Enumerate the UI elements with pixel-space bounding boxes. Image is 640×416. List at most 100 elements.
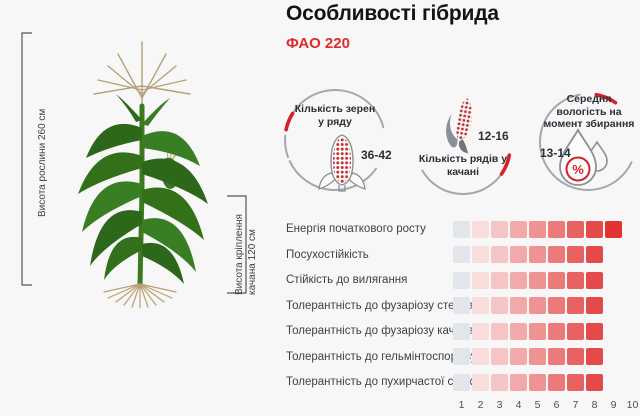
scale-number: 10 [626,399,639,411]
scale-number: 8 [591,399,598,411]
rating-square [491,373,508,391]
stat-caption-moisture: Середня вологість на момент збирання [543,93,635,130]
rating-square [529,348,546,365]
rating-square [548,322,565,340]
scale-number: 2 [477,399,484,411]
rating-square [491,322,508,340]
rating-square [510,246,527,263]
moisture-drop-icon: % [559,128,608,186]
svg-text:%: % [572,162,584,177]
rating-square [529,220,546,238]
page-title: Особливості гібрида [286,2,499,25]
rating-square [567,246,584,263]
rating-label: Толерантність до гельмінтоспоріозу [286,350,477,363]
rating-row: Толерантність до фузаріозу качана [286,322,640,340]
rating-square [453,373,470,391]
rating-label: Толерантність до пухирчастої сажки [286,376,479,388]
rating-square [586,220,603,238]
corn-ear-icon [446,98,472,154]
stat-circle-kernels [284,89,385,192]
rating-row: Посухостійкість [286,246,640,263]
rating-square [548,297,565,314]
rating-square [586,348,603,365]
rating-square [567,373,584,391]
rating-square [567,220,584,238]
rating-square [605,220,622,238]
rating-square [453,220,470,238]
rating-square [453,297,470,314]
stat-value-kernels: 36-42 [361,148,392,162]
roots-icon [103,283,177,308]
rating-square [510,348,527,365]
rating-square [472,297,489,314]
rating-square [472,246,489,263]
stat-value-moisture: 13-14 [540,146,571,160]
rating-square [510,271,527,289]
rating-square [510,322,527,340]
rating-square [567,348,584,365]
stat-caption-kernels: Кількість зерен у ряду [294,103,376,128]
rating-square [453,271,470,289]
rating-square [510,297,527,314]
rating-square [453,322,470,340]
rating-square [548,271,565,289]
rating-label: Толерантність до фузаріозу стебла [286,299,474,312]
rating-square [472,220,489,238]
rating-square [586,297,603,314]
rating-square [491,348,508,365]
rating-square [529,297,546,314]
rating-square [472,322,489,340]
rating-square [586,373,603,391]
rating-row: Стійкість до вилягання [286,271,640,289]
rating-square [567,322,584,340]
scale-number: 4 [515,399,522,411]
corn-leaves [78,94,208,284]
scale-number: 1 [458,399,465,411]
scale-number: 9 [610,399,617,411]
scale-number: 5 [534,399,541,411]
rating-row: Толерантність до гельмінтоспоріозу [286,348,640,365]
rating-square [548,246,565,263]
rating-square [510,373,527,391]
ear-height-bracket [227,195,247,294]
scale-number: 6 [553,399,560,411]
corn-cob-icon [318,134,366,192]
rating-label: Толерантність до фузаріозу качана [286,325,474,337]
rating-square [548,348,565,365]
rating-row: Енергія початкового росту [286,220,640,238]
rating-square [472,348,489,365]
fao-badge: ФАО 220 [286,35,350,52]
rating-square [548,220,565,238]
stat-circle-rows [421,153,512,195]
plant-height-bracket [21,32,32,286]
rating-label: Енергія початкового росту [286,223,426,235]
rating-square [472,373,489,391]
rating-square [567,271,584,289]
rating-square [548,373,565,391]
rating-label: Посухостійкість [286,248,369,261]
rating-row: Толерантність до пухирчастої сажки [286,373,640,391]
rating-square [453,348,470,365]
rating-square [491,246,508,263]
rating-square [529,322,546,340]
ear-height-label: Висота кріплення качана 120 см [234,214,258,295]
plant-height-label: Висота рослини 260 см [37,108,48,217]
stat-caption-rows: Кількість рядів у качані [418,153,508,178]
rating-square [510,220,527,238]
rating-label: Стійкість до вилягання [286,274,408,286]
rating-square [586,246,603,263]
rating-square [491,297,508,314]
rating-row: Толерантність до фузаріозу стебла [286,297,640,314]
rating-square [586,271,603,289]
rating-square [491,271,508,289]
rating-square [529,246,546,263]
stat-circle-moisture [539,92,633,191]
rating-square [472,271,489,289]
scale-number: 7 [572,399,579,411]
stat-value-rows: 12-16 [478,129,509,143]
rating-square [586,322,603,340]
rating-square [491,220,508,238]
tassel-icon [93,41,191,109]
rating-square [529,271,546,289]
